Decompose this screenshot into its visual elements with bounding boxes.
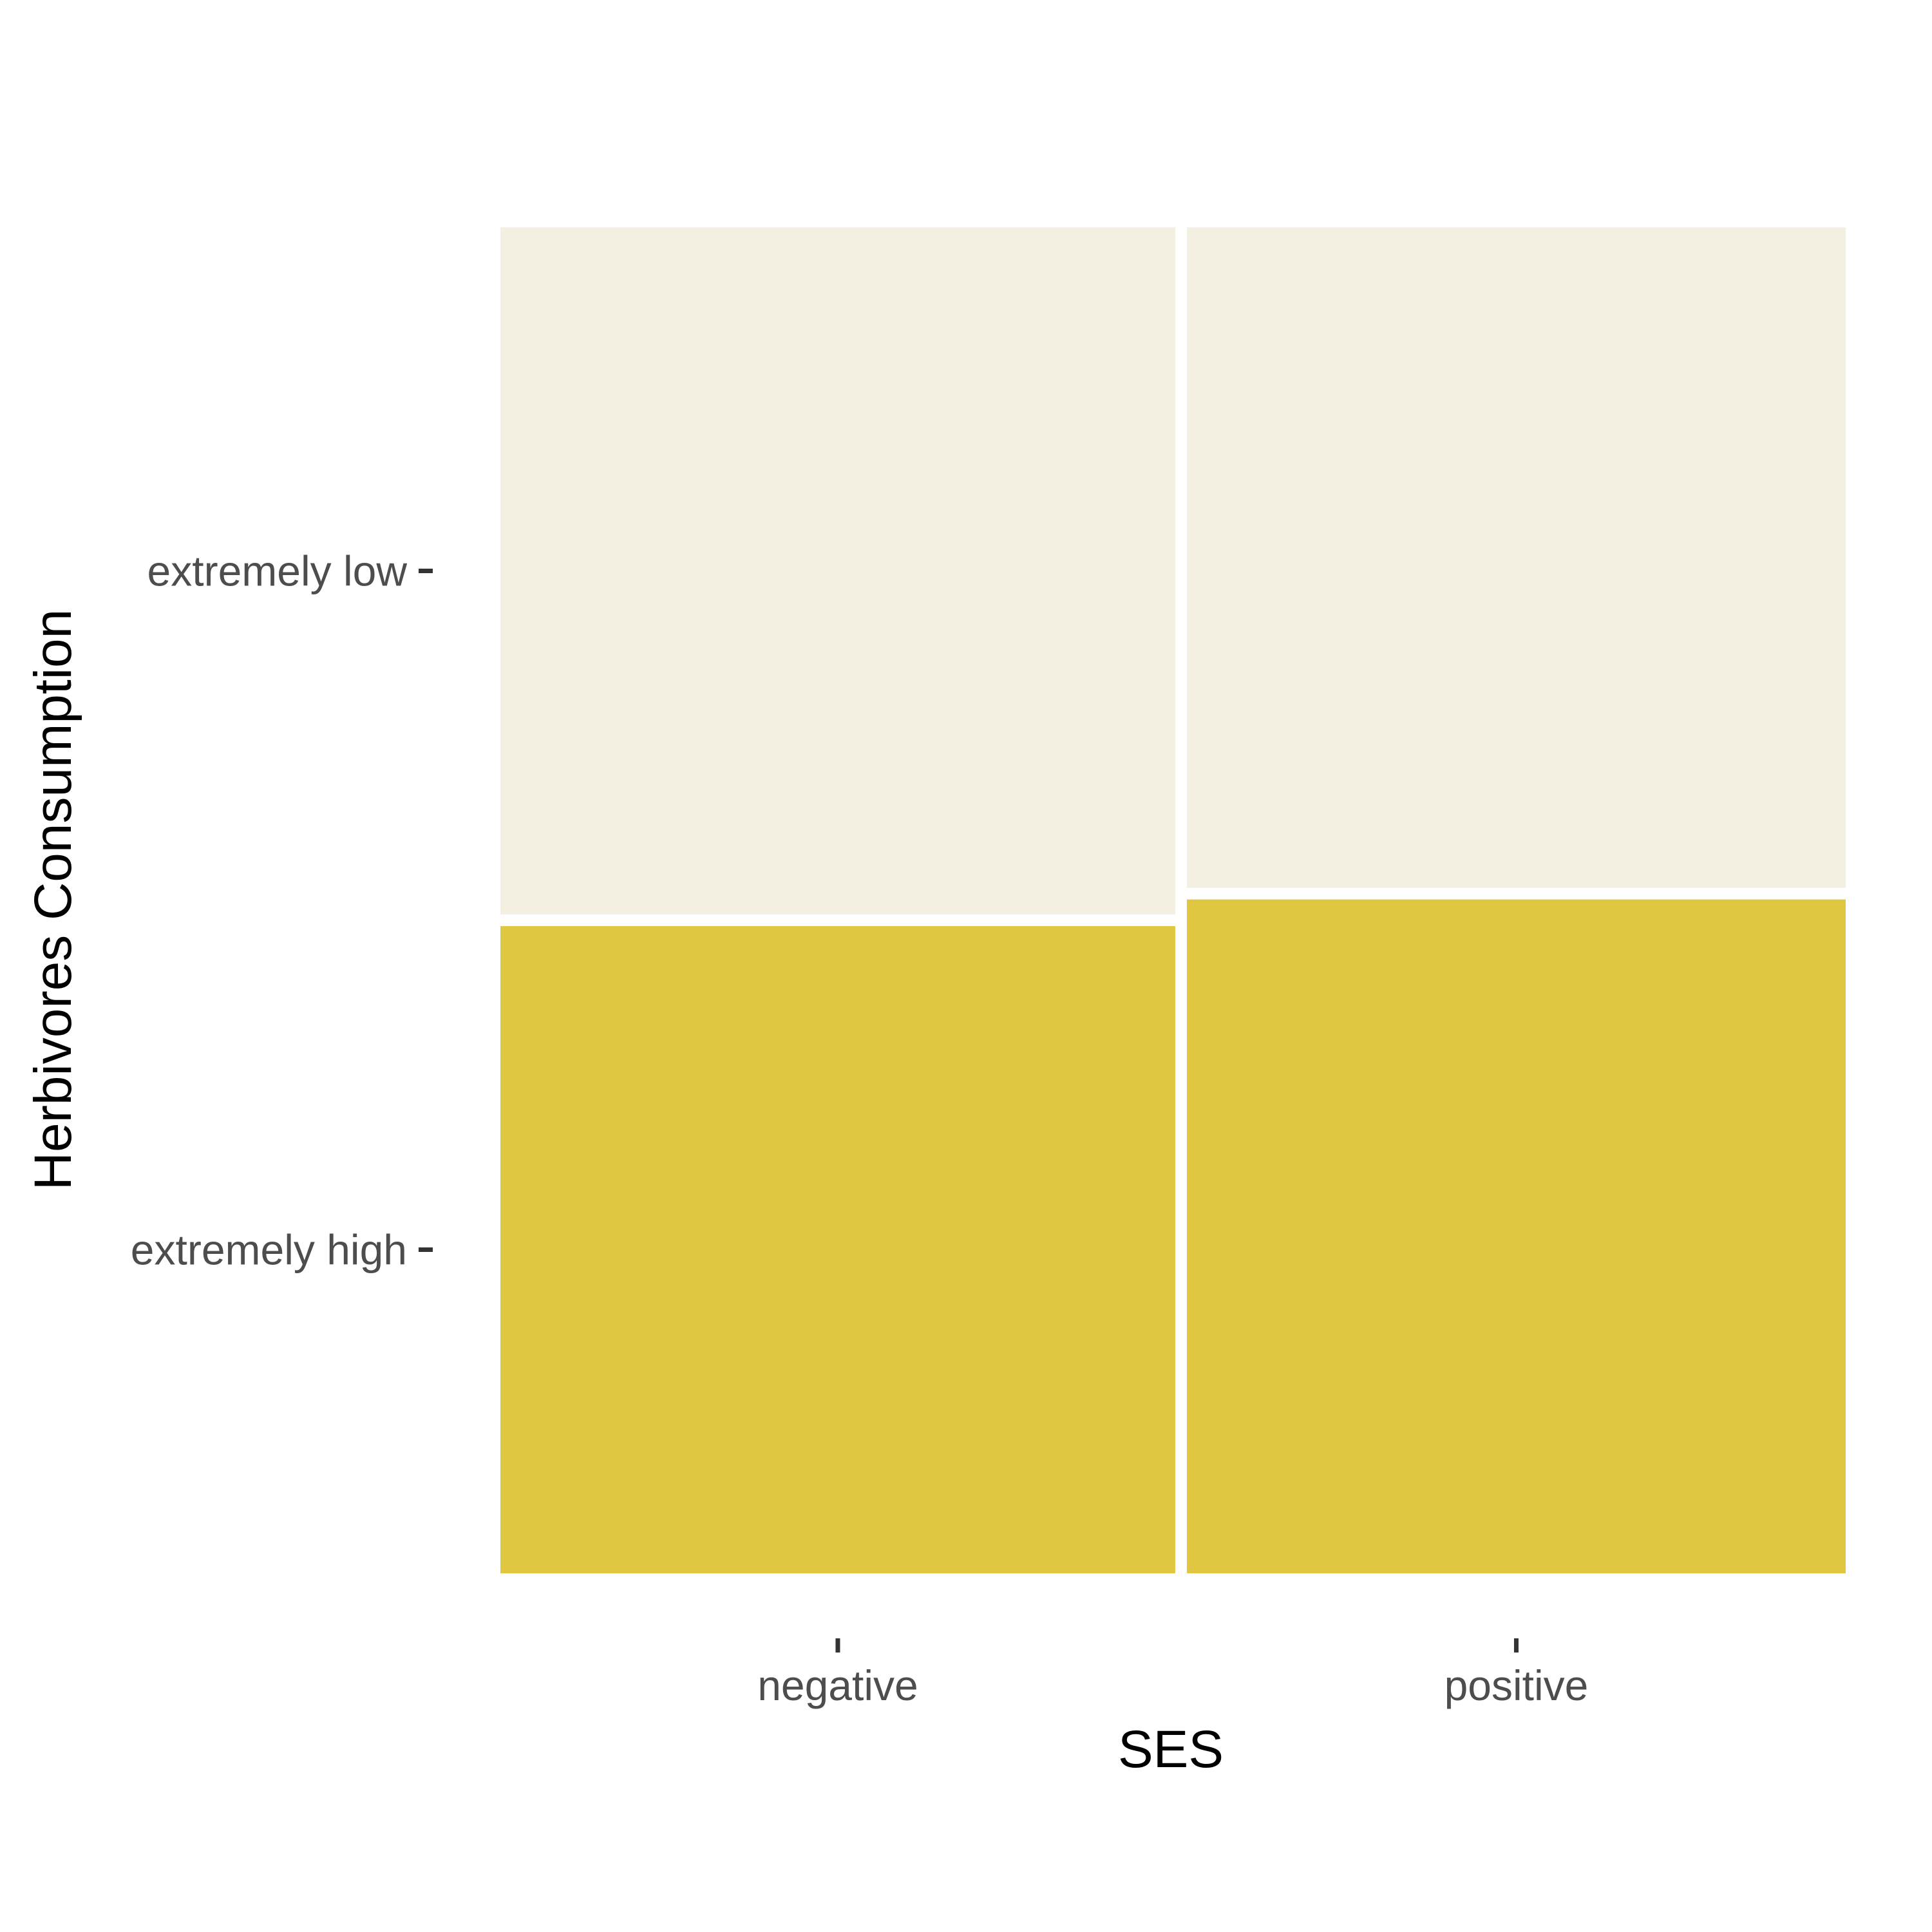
- y-tick-label-extremely-low: extremely low: [147, 547, 408, 595]
- y-tick-label-extremely-high: extremely high: [131, 1226, 407, 1274]
- tile-negative-extremely-low: [500, 227, 1175, 915]
- x-axis-title: SES: [1118, 1720, 1224, 1779]
- y-axis-title: Herbivores Consumption: [24, 609, 82, 1190]
- x-tick-label-positive: positive: [1444, 1662, 1589, 1709]
- mosaic-tiles: [500, 227, 1846, 1573]
- y-axis: extremely high extremely low: [131, 547, 433, 1274]
- tile-negative-extremely-high: [500, 926, 1175, 1573]
- x-tick-label-negative: negative: [757, 1662, 918, 1709]
- tile-positive-extremely-high: [1186, 899, 1846, 1573]
- x-axis: negative positive: [757, 1638, 1588, 1709]
- tile-positive-extremely-low: [1186, 227, 1846, 888]
